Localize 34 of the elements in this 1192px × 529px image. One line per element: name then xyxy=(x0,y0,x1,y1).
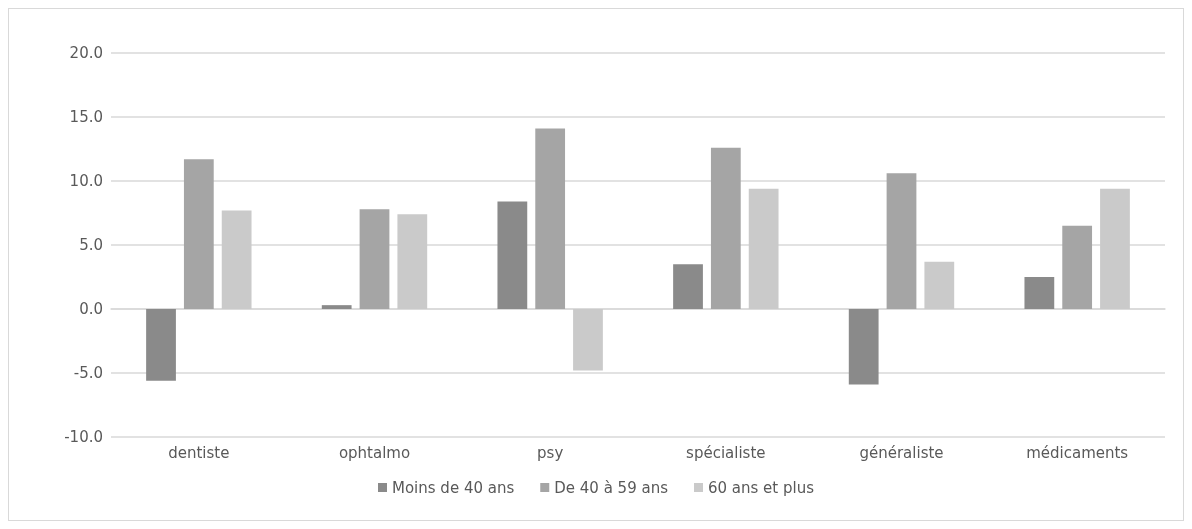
bar xyxy=(397,214,428,309)
y-tick-label: 10.0 xyxy=(69,172,103,190)
legend-label: De 40 à 59 ans xyxy=(554,478,669,497)
bar xyxy=(748,188,779,309)
legend-label: 60 ans et plus xyxy=(707,478,815,497)
bar xyxy=(1062,225,1093,309)
bar xyxy=(924,261,955,309)
bar xyxy=(221,210,252,309)
x-tick-label: généraliste xyxy=(859,443,944,462)
bar xyxy=(673,264,703,309)
bar xyxy=(321,305,352,309)
bar xyxy=(146,309,176,381)
y-tick-label: -5.0 xyxy=(73,364,103,382)
y-tick-label: 0.0 xyxy=(79,300,103,318)
y-tick-label: 5.0 xyxy=(79,236,103,254)
bar xyxy=(848,309,879,385)
x-tick-label: ophtalmo xyxy=(338,443,411,462)
bar xyxy=(886,173,917,309)
bar xyxy=(497,201,528,309)
y-tick-label: 15.0 xyxy=(69,108,103,126)
legend-label: Moins de 40 ans xyxy=(391,478,515,497)
bar xyxy=(183,159,214,309)
y-tick-label: -10.0 xyxy=(64,428,103,446)
bar xyxy=(573,309,603,371)
bar xyxy=(710,147,741,309)
x-tick-label: dentiste xyxy=(168,443,230,462)
bar xyxy=(1100,188,1130,309)
y-tick-label: 20.0 xyxy=(69,44,103,62)
x-tick-label: psy xyxy=(537,443,564,462)
bar xyxy=(359,209,390,309)
x-tick-label: spécialiste xyxy=(686,443,766,462)
x-tick-label: médicaments xyxy=(1026,443,1129,462)
bar xyxy=(1024,277,1055,309)
bar xyxy=(535,128,566,309)
